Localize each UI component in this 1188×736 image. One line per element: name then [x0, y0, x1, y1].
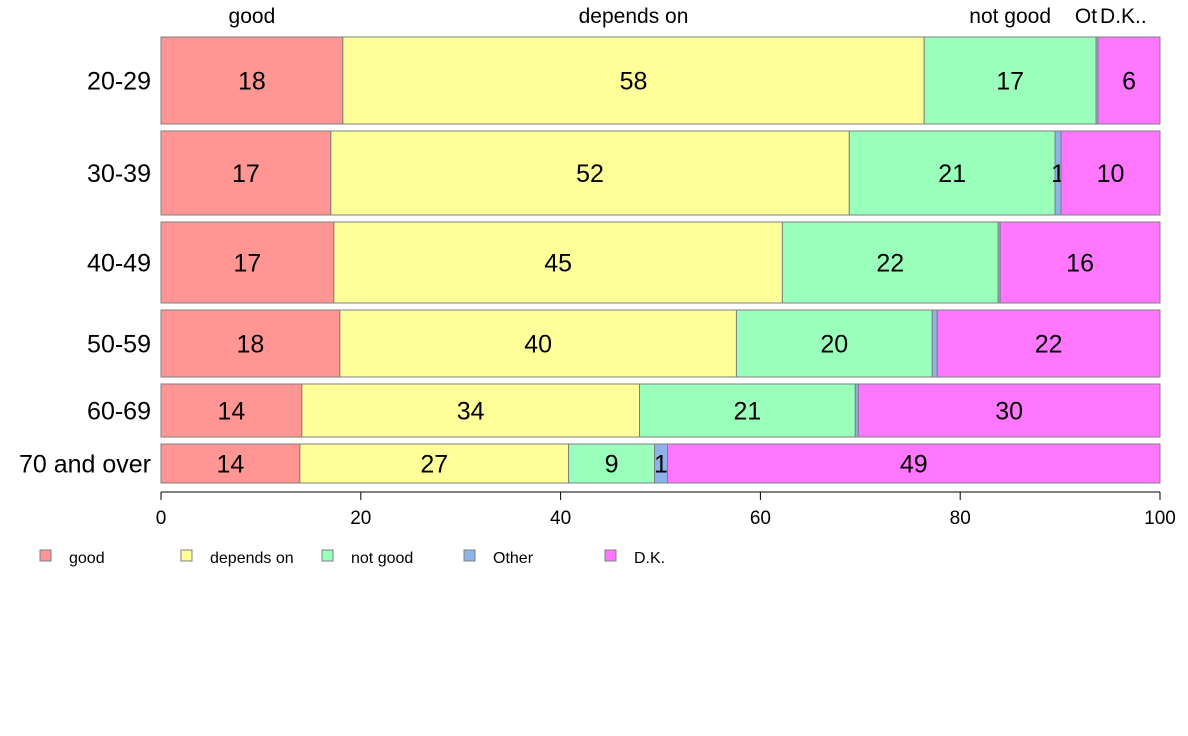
bar-depends-on-3 [333, 221, 783, 304]
x-tick-label: 20 [350, 508, 371, 529]
legend-label: not good [351, 550, 413, 567]
legend-label: D.K. [634, 550, 665, 567]
data-label: 34 [457, 398, 485, 426]
data-label: 9 [605, 451, 619, 479]
bar-good-3 [160, 221, 335, 304]
category-label: 20-29 [87, 68, 151, 96]
bar-depends-on-1 [342, 36, 925, 125]
bar-good-1 [160, 36, 344, 125]
category-label: 70 and over [19, 451, 151, 479]
data-label: 20 [820, 331, 848, 359]
category-label: 40-49 [87, 250, 151, 278]
data-label: 21 [938, 160, 966, 188]
bar-not-good-2 [848, 130, 1056, 216]
bar-d-k--3 [999, 221, 1161, 304]
bar-good-4 [160, 309, 341, 378]
bar-not-good-5 [639, 383, 856, 438]
data-label: 17 [232, 160, 260, 188]
bar-depends-on-5 [301, 383, 641, 438]
data-label: 17 [996, 68, 1024, 96]
legend-label: Other [493, 550, 534, 567]
data-label: 22 [876, 250, 904, 278]
x-tick-label: 60 [750, 508, 771, 529]
bar-d-k--4 [936, 309, 1161, 378]
bar-d-k--5 [857, 383, 1161, 438]
data-label: 18 [238, 68, 266, 96]
legend-swatch [321, 549, 334, 562]
data-label: 14 [218, 398, 246, 426]
bar-d-k--1 [1097, 36, 1161, 125]
x-tick-label: 80 [950, 508, 971, 529]
bar-depends-on-2 [330, 130, 850, 216]
data-label: 14 [217, 451, 245, 479]
x-tick-label: 0 [156, 508, 167, 529]
category-label: 30-39 [87, 160, 151, 188]
bar-not-good-1 [923, 36, 1097, 125]
data-label: 30 [995, 398, 1023, 426]
legend-swatch [39, 549, 52, 562]
data-label: 16 [1066, 250, 1094, 278]
legend: good depends on not good Other D.K. [39, 549, 665, 567]
legend-swatch [604, 549, 617, 562]
bar-not-good-6 [568, 443, 656, 484]
data-label: 18 [237, 331, 265, 359]
top-label: Ot [1075, 5, 1097, 28]
data-label: 6 [1122, 68, 1136, 96]
bar-other-4 [931, 309, 938, 378]
top-label: depends on [579, 5, 689, 28]
top-label: good [229, 5, 276, 28]
data-label: 21 [734, 398, 762, 426]
legend-swatch [463, 549, 476, 562]
bar-good-2 [160, 130, 332, 216]
data-label: 52 [576, 160, 604, 188]
legend-label: depends on [210, 550, 294, 567]
data-label: 27 [420, 451, 448, 479]
data-label: 22 [1035, 331, 1063, 359]
x-axis: 0 20 40 60 80 100 [156, 491, 1176, 529]
legend-label: good [69, 550, 105, 567]
bar-d-k--2 [1060, 130, 1161, 216]
category-label: 50-59 [87, 331, 151, 359]
top-labels: good depends on not good Ot D.K.. [229, 5, 1147, 28]
bar-not-good-4 [735, 309, 933, 378]
data-label: 10 [1097, 160, 1125, 188]
legend-swatch [180, 549, 193, 562]
data-label: 58 [620, 68, 648, 96]
data-label: 17 [234, 250, 262, 278]
x-tick-label: 100 [1144, 508, 1176, 529]
category-label: 60-69 [87, 398, 151, 426]
bar-good-6 [160, 443, 301, 484]
data-label: 45 [544, 250, 572, 278]
category-labels: 20-29 30-39 40-49 50-59 60-69 70 and over [19, 68, 151, 479]
top-label: not good [969, 5, 1051, 28]
bars: 18 58 17 6 17 52 21 1 10 17 45 22 16 18 40 20 22 14 34 21 30… [160, 36, 1161, 484]
data-label: 49 [900, 451, 928, 479]
top-label: D.K.. [1100, 5, 1147, 28]
data-label: 40 [524, 331, 552, 359]
bar-good-5 [160, 383, 303, 438]
data-label: 1 [654, 451, 668, 479]
bar-d-k--6 [666, 443, 1161, 484]
bar-depends-on-4 [339, 309, 737, 378]
bar-not-good-3 [781, 221, 999, 304]
x-tick-label: 40 [550, 508, 571, 529]
